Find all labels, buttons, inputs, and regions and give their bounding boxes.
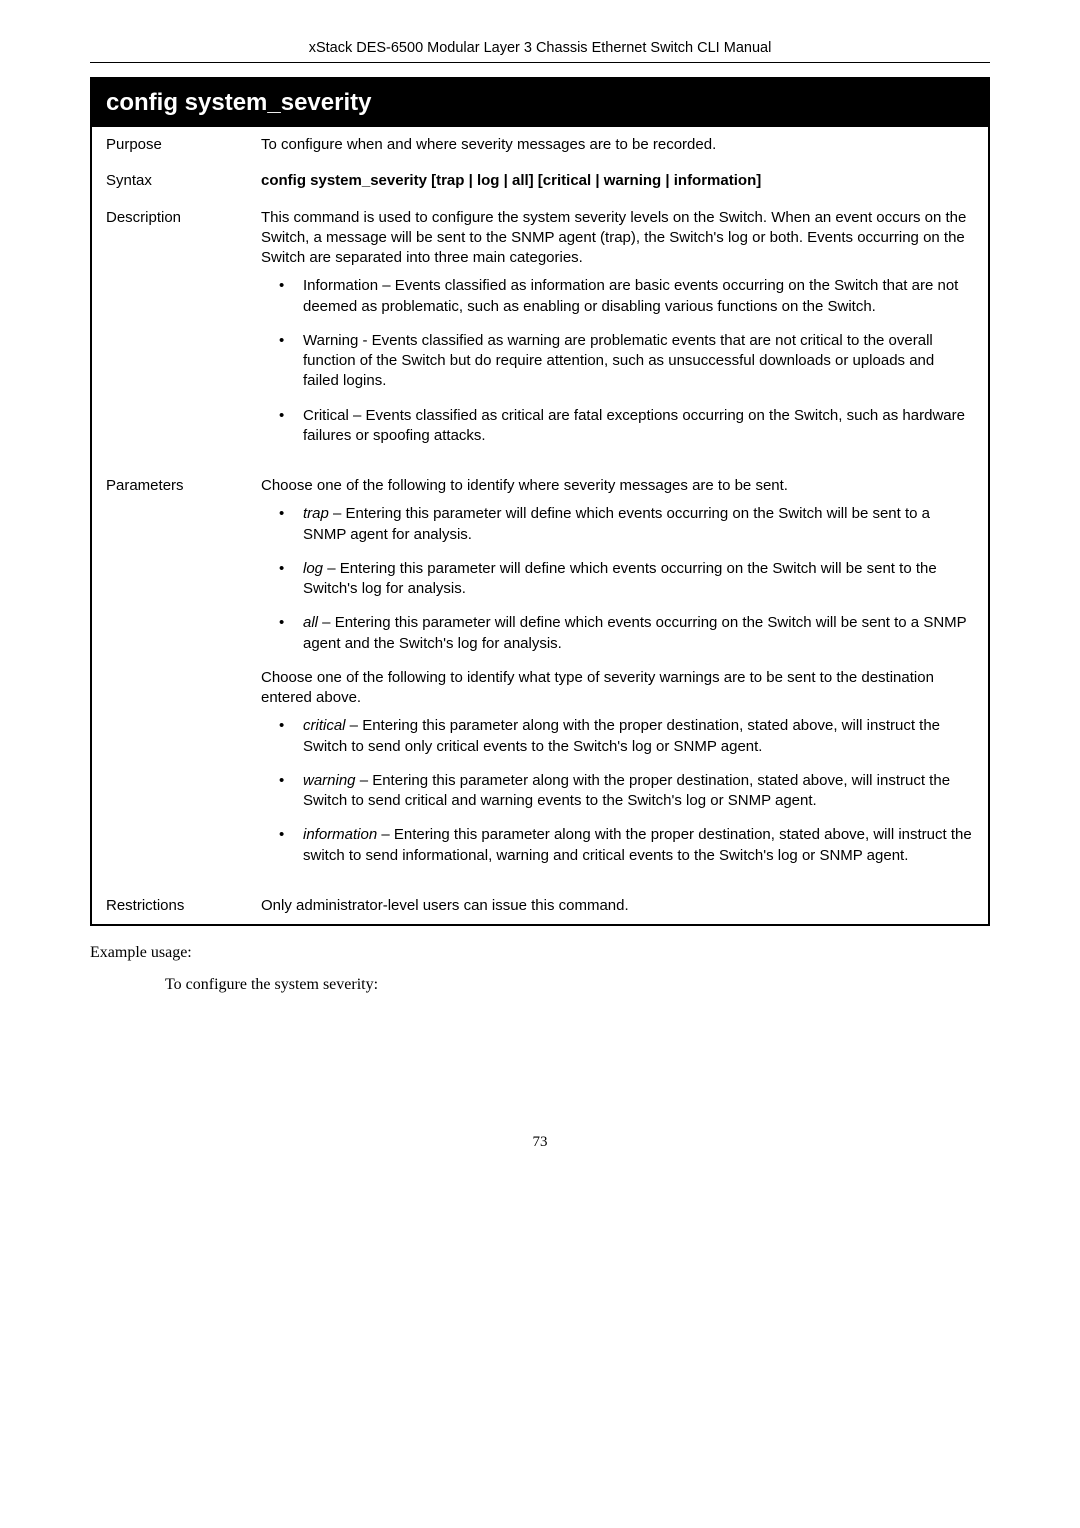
params-bullets-1: trap – Entering this parameter will defi… xyxy=(261,504,974,654)
value-restrictions: Only administrator-level users can issue… xyxy=(261,896,974,916)
value-purpose: To configure when and where severity mes… xyxy=(261,135,974,155)
param-bullet-information: information – Entering this parameter al… xyxy=(261,825,974,866)
doc-header: xStack DES-6500 Modular Layer 3 Chassis … xyxy=(90,40,990,62)
rest-trap: – Entering this parameter will define wh… xyxy=(303,505,930,542)
value-parameters: Choose one of the following to identify … xyxy=(261,476,974,880)
term-warning: warning xyxy=(303,772,356,789)
label-syntax: Syntax xyxy=(106,171,261,191)
desc-bullet-2: Warning - Events classified as warning a… xyxy=(261,331,974,392)
description-bullets: Information – Events classified as infor… xyxy=(261,276,974,446)
param-bullet-trap: trap – Entering this parameter will defi… xyxy=(261,504,974,545)
rest-log: – Entering this parameter will define wh… xyxy=(303,560,937,597)
params-text-1: Choose one of the following to identify … xyxy=(261,476,974,496)
term-trap: trap xyxy=(303,505,329,522)
term-critical: critical xyxy=(303,717,346,734)
label-restrictions: Restrictions xyxy=(106,896,261,916)
term-information: information xyxy=(303,826,377,843)
desc-bullet-3: Critical – Events classified as critical… xyxy=(261,406,974,447)
rest-critical: – Entering this parameter along with the… xyxy=(303,717,940,754)
label-parameters: Parameters xyxy=(106,476,261,880)
row-restrictions: Restrictions Only administrator-level us… xyxy=(92,888,988,924)
row-purpose: Purpose To configure when and where seve… xyxy=(92,127,988,163)
description-text: This command is used to configure the sy… xyxy=(261,208,974,269)
table-title: config system_severity xyxy=(91,78,989,127)
label-description: Description xyxy=(106,208,261,461)
value-syntax: config system_severity [trap | log | all… xyxy=(261,171,974,191)
value-description: This command is used to configure the sy… xyxy=(261,208,974,461)
page-number: 73 xyxy=(90,1134,990,1151)
rest-all: – Entering this parameter will define wh… xyxy=(303,614,966,651)
params-text-2: Choose one of the following to identify … xyxy=(261,668,974,709)
example-sub: To configure the system severity: xyxy=(165,976,990,994)
params-bullets-2: critical – Entering this parameter along… xyxy=(261,716,974,866)
desc-bullet-1: Information – Events classified as infor… xyxy=(261,276,974,317)
example-usage: Example usage: xyxy=(90,944,990,962)
rest-warning: – Entering this parameter along with the… xyxy=(303,772,950,809)
term-all: all xyxy=(303,614,318,631)
row-description: Description This command is used to conf… xyxy=(92,200,988,469)
row-syntax: Syntax config system_severity [trap | lo… xyxy=(92,163,988,199)
command-table: config system_severity Purpose To config… xyxy=(90,77,990,926)
param-bullet-log: log – Entering this parameter will defin… xyxy=(261,559,974,600)
label-purpose: Purpose xyxy=(106,135,261,155)
param-bullet-critical: critical – Entering this parameter along… xyxy=(261,716,974,757)
rest-information: – Entering this parameter along with the… xyxy=(303,826,972,863)
row-parameters: Parameters Choose one of the following t… xyxy=(92,468,988,888)
term-log: log xyxy=(303,560,323,577)
param-bullet-warning: warning – Entering this parameter along … xyxy=(261,771,974,812)
param-bullet-all: all – Entering this parameter will defin… xyxy=(261,613,974,654)
